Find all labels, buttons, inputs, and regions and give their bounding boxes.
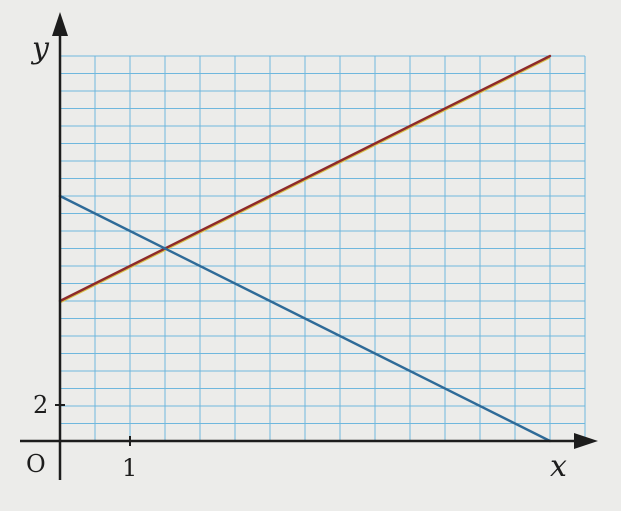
series-1-highlight [59,56,551,304]
x-axis-arrow [574,433,598,449]
axis-labels: y x O 1 2 [26,31,567,484]
origin-label: O [26,450,46,478]
y-axis-arrow [52,12,68,36]
series-2-line [58,194,552,443]
y-axis-label: y [30,31,50,66]
x-tick-label-1: 1 [122,454,137,482]
series-lines [58,54,552,443]
y-tick-label-2: 2 [33,391,48,419]
axes [20,12,598,480]
grid [59,55,586,442]
series-1-line [58,54,552,303]
x-axis-label: x [550,449,567,484]
